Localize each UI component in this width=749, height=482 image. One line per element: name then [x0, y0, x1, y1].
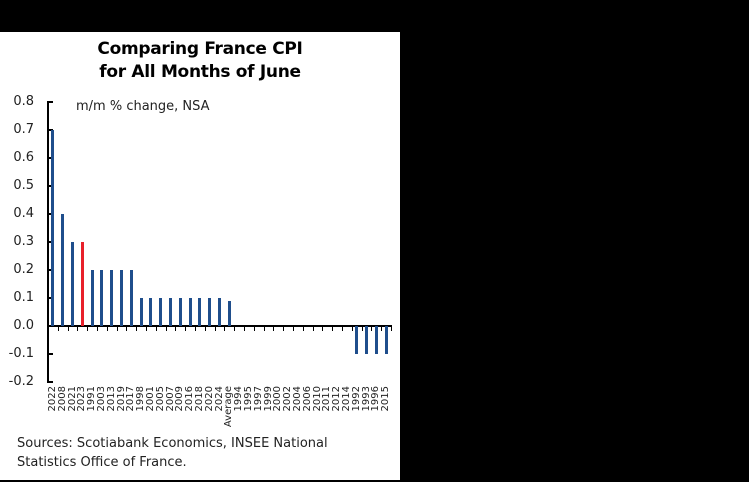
chart-title-line-1: Comparing France CPI	[97, 39, 303, 59]
source-note: Sources: Scotiabank Economics, INSEE Nat…	[17, 434, 397, 472]
x-tick-mark	[87, 325, 88, 331]
x-tick-mark	[391, 325, 392, 331]
bar-2023	[80, 242, 84, 326]
x-tick-mark	[352, 325, 353, 331]
y-tick-label: 0.3	[13, 234, 34, 249]
x-tick-mark	[273, 325, 274, 331]
x-tick-mark	[322, 325, 323, 331]
x-tick-mark	[342, 325, 343, 331]
x-tick-mark	[371, 325, 372, 331]
x-tick-mark	[313, 325, 314, 331]
y-tick-mark	[47, 381, 53, 383]
bar-2024	[218, 298, 221, 326]
bar-2017	[129, 270, 133, 326]
y-tick-label: 0.6	[13, 150, 34, 165]
x-tick-mark	[166, 325, 167, 331]
bar-1996	[374, 326, 378, 354]
bar-average	[227, 300, 231, 326]
x-tick-mark	[117, 325, 118, 331]
y-tick-label: 0.1	[13, 290, 34, 305]
bar-2022	[51, 130, 55, 326]
y-tick-label: -0.2	[8, 374, 34, 389]
bar-1993	[365, 326, 368, 354]
y-tick-mark	[47, 325, 53, 327]
y-tick-mark	[47, 241, 53, 243]
y-tick-mark	[47, 269, 53, 271]
x-tick-mark	[136, 325, 137, 331]
bar-2018	[198, 298, 202, 326]
y-tick-label: 0.0	[13, 318, 34, 333]
x-tick-mark	[146, 325, 147, 331]
x-tick-mark	[303, 325, 304, 331]
y-tick-mark	[47, 129, 53, 131]
x-tick-mark	[215, 325, 216, 331]
bar-2013	[110, 270, 114, 326]
bar-2005	[159, 298, 163, 326]
y-tick-label: 0.4	[13, 206, 34, 221]
x-tick-mark	[264, 325, 265, 331]
chart-title: Comparing France CPI for All Months of J…	[0, 38, 400, 84]
x-tick-mark	[175, 325, 176, 331]
y-tick-label: -0.1	[8, 346, 34, 361]
x-tick-mark	[68, 325, 69, 331]
x-tick-mark	[195, 325, 196, 331]
x-tick-mark	[293, 325, 294, 331]
x-tick-mark	[77, 325, 78, 331]
x-tick-mark	[244, 325, 245, 331]
bar-1998	[139, 298, 143, 326]
x-tick-mark	[107, 325, 108, 331]
y-tick-mark	[47, 185, 53, 187]
chart-title-line-2: for All Months of June	[99, 62, 301, 82]
x-tick-mark	[126, 325, 127, 331]
y-tick-mark	[47, 157, 53, 159]
x-tick-mark	[283, 325, 284, 331]
y-tick-mark	[47, 213, 53, 215]
bar-2016	[188, 298, 192, 326]
x-tick-label: 2015	[380, 386, 392, 412]
x-tick-mark	[185, 325, 186, 331]
x-tick-mark	[58, 325, 59, 331]
bar-2009	[178, 298, 182, 326]
y-tick-label: 0.8	[13, 94, 34, 109]
bar-1992	[355, 326, 359, 354]
x-tick-mark	[332, 325, 333, 331]
y-tick-label: 0.2	[13, 262, 34, 277]
source-line-1: Sources: Scotiabank Economics, INSEE Nat…	[17, 436, 328, 451]
x-tick-mark	[234, 325, 235, 331]
x-tick-mark	[381, 325, 382, 331]
y-tick-mark	[47, 297, 53, 299]
bar-1991	[90, 270, 94, 326]
x-tick-mark	[254, 325, 255, 331]
y-tick-label: 0.7	[13, 122, 34, 137]
x-tick-mark	[224, 325, 225, 331]
x-tick-mark	[156, 325, 157, 331]
y-tick-label: 0.5	[13, 178, 34, 193]
bar-2020	[208, 298, 212, 326]
x-tick-mark	[362, 325, 363, 331]
bar-2001	[149, 298, 153, 326]
y-tick-mark	[47, 101, 53, 103]
chart-subtitle: m/m % change, NSA	[76, 99, 210, 114]
x-tick-mark	[97, 325, 98, 331]
source-line-2: Statistics Office of France.	[17, 455, 187, 470]
x-axis-line	[47, 325, 392, 327]
bar-2021	[71, 242, 74, 326]
bar-2007	[169, 298, 172, 326]
bar-2019	[120, 270, 123, 326]
bar-2008	[61, 214, 65, 326]
chart-panel	[0, 32, 400, 480]
y-tick-mark	[47, 353, 53, 355]
bar-2015	[384, 326, 388, 354]
x-tick-mark	[205, 325, 206, 331]
bar-2003	[100, 270, 104, 326]
